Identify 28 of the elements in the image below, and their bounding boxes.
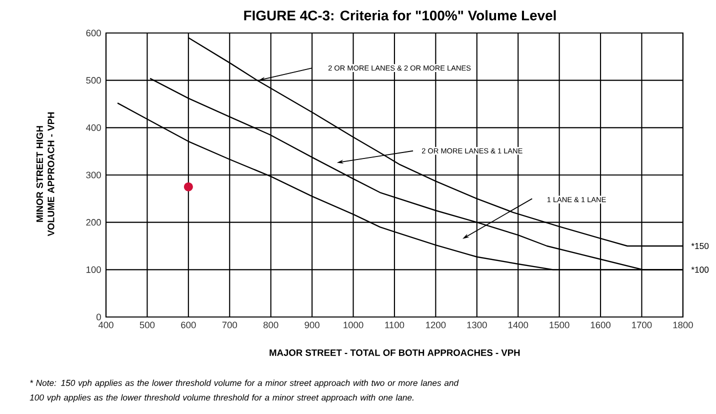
x-tick-label: 1400 [508, 322, 528, 328]
x-tick-label: 400 [98, 322, 114, 328]
x-axis-title: MAJOR STREET - TOTAL OF BOTH APPROACHES - VPH [270, 349, 520, 356]
x-tick-label: 1600 [590, 322, 610, 328]
x-tick-label: 700 [222, 322, 238, 328]
x-tick-label: 500 [140, 322, 155, 328]
x-tick-label: 1000 [344, 322, 364, 328]
chart-title: FIGURE 4C-3: Criteria for "100%" Volume Level [244, 10, 556, 20]
y-axis-title: MINOR STREET HIGH VOLUME APPROACH - VPH [36, 112, 54, 236]
x-tick-label: 800 [263, 322, 278, 328]
y-tick-label: 300 [86, 172, 101, 178]
y-tick-label: 0 [96, 314, 101, 320]
x-tick-label: 600 [181, 322, 196, 328]
y-tick-label: 100 [86, 266, 101, 273]
x-tick-label: 1500 [550, 322, 570, 328]
text: * Note: 150 vph applies as the lower threshold volume for a minor street approach with two or more lanes and 100 vph applies as the lower threshold volume threshold for a minor street approach with one lane. [30, 380, 459, 402]
x-tick-label: 1200 [426, 322, 446, 328]
y-tick-label: 400 [86, 124, 101, 131]
x-tick-label: 900 [304, 322, 320, 328]
x-tick-label: 1100 [385, 322, 404, 328]
y-tick-label: 500 [86, 77, 101, 84]
annotation: *100 [691, 266, 709, 273]
annotation: *150 [691, 242, 709, 250]
y-tick-label: 200 [86, 219, 101, 226]
x-tick-label: 1800 [673, 322, 693, 328]
x-tick-label: 1700 [632, 322, 652, 328]
y-tick-label: 600 [86, 30, 101, 36]
x-tick-label: 1300 [467, 322, 487, 328]
